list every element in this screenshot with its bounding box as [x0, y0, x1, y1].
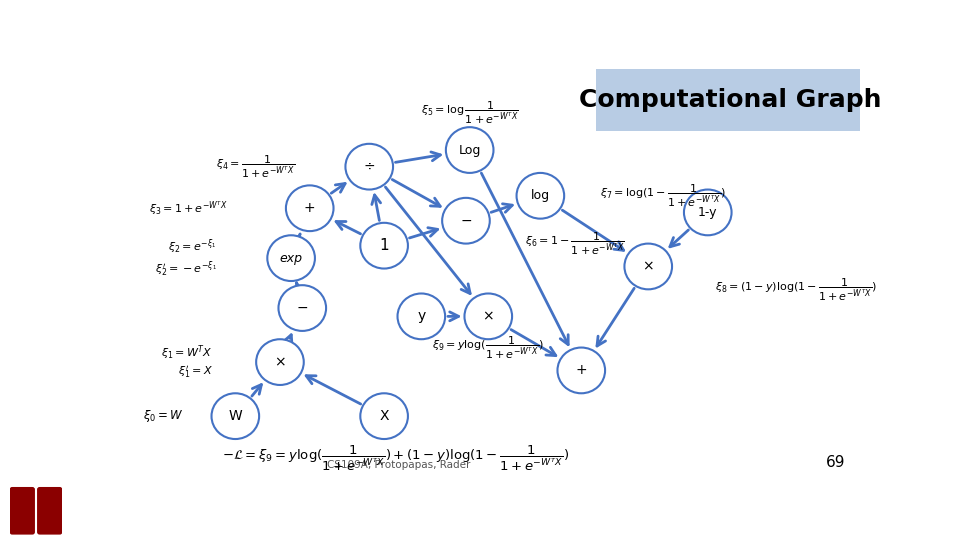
- Text: $\xi_4 = \dfrac{1}{1+e^{-W^TX}}$: $\xi_4 = \dfrac{1}{1+e^{-W^TX}}$: [216, 153, 295, 180]
- Text: log: log: [531, 190, 550, 202]
- Text: ×: ×: [642, 259, 654, 273]
- Text: ×: ×: [483, 309, 494, 323]
- Ellipse shape: [360, 223, 408, 268]
- FancyBboxPatch shape: [37, 487, 62, 535]
- Text: 1-y: 1-y: [698, 206, 717, 219]
- Ellipse shape: [286, 185, 333, 231]
- Text: $\xi_0 = W$: $\xi_0 = W$: [143, 408, 183, 424]
- Text: exp: exp: [279, 252, 302, 265]
- Ellipse shape: [397, 293, 445, 339]
- Text: y: y: [418, 309, 425, 323]
- FancyBboxPatch shape: [10, 487, 35, 535]
- Ellipse shape: [256, 339, 303, 385]
- Text: $\xi_7 = \log(1-\dfrac{1}{1+e^{-W^TX}})$: $\xi_7 = \log(1-\dfrac{1}{1+e^{-W^TX}})$: [600, 183, 726, 209]
- Text: −: −: [460, 214, 471, 228]
- Ellipse shape: [684, 190, 732, 235]
- Text: −: −: [297, 301, 308, 315]
- Text: $\xi_2 = e^{-\xi_1}$
$\xi_2' = -e^{-\xi_1}$: $\xi_2 = e^{-\xi_1}$ $\xi_2' = -e^{-\xi_…: [155, 238, 217, 279]
- Ellipse shape: [445, 127, 493, 173]
- Text: +: +: [575, 363, 588, 377]
- Ellipse shape: [516, 173, 564, 219]
- Text: $-\mathcal{L} = \xi_9 = y\log(\dfrac{1}{1+e^{-W^TX}}) + (1-y)\log(1-\dfrac{1}{1+: $-\mathcal{L} = \xi_9 = y\log(\dfrac{1}{…: [222, 443, 569, 472]
- Text: 1: 1: [379, 238, 389, 253]
- Ellipse shape: [267, 235, 315, 281]
- Text: ×: ×: [275, 355, 286, 369]
- Ellipse shape: [346, 144, 393, 190]
- Text: +: +: [304, 201, 316, 215]
- Text: $\xi_9 = y\log(\dfrac{1}{1+e^{-W^TX}})$: $\xi_9 = y\log(\dfrac{1}{1+e^{-W^TX}})$: [432, 334, 544, 361]
- FancyBboxPatch shape: [596, 69, 860, 131]
- Text: Log: Log: [459, 144, 481, 157]
- Ellipse shape: [360, 393, 408, 439]
- Ellipse shape: [278, 285, 326, 331]
- Text: W: W: [228, 409, 242, 423]
- Text: $\xi_6 = 1 - \dfrac{1}{1+e^{-W^TX}}$: $\xi_6 = 1 - \dfrac{1}{1+e^{-W^TX}}$: [525, 231, 625, 257]
- Text: X: X: [379, 409, 389, 423]
- Text: $\xi_5 = \log\dfrac{1}{1+e^{-W^TX}}$: $\xi_5 = \log\dfrac{1}{1+e^{-W^TX}}$: [420, 99, 518, 126]
- Text: 69: 69: [826, 455, 846, 470]
- Ellipse shape: [558, 348, 605, 393]
- Text: ÷: ÷: [364, 160, 375, 174]
- Text: $\xi_8 = (1-y)\log(1-\dfrac{1}{1+e^{-W^TX}})$: $\xi_8 = (1-y)\log(1-\dfrac{1}{1+e^{-W^T…: [715, 276, 877, 302]
- Text: $\xi_3 = 1 + e^{-W^TX}$: $\xi_3 = 1 + e^{-W^TX}$: [149, 200, 228, 217]
- Ellipse shape: [443, 198, 490, 244]
- Ellipse shape: [465, 293, 512, 339]
- Ellipse shape: [624, 244, 672, 289]
- Text: Computational Graph: Computational Graph: [579, 88, 881, 112]
- Text: CS109A, Protopapas, Rader: CS109A, Protopapas, Rader: [327, 460, 470, 470]
- Text: $\xi_1 = W^TX$
$\xi_1'=X$: $\xi_1 = W^TX$ $\xi_1'=X$: [161, 344, 213, 381]
- Ellipse shape: [211, 393, 259, 439]
